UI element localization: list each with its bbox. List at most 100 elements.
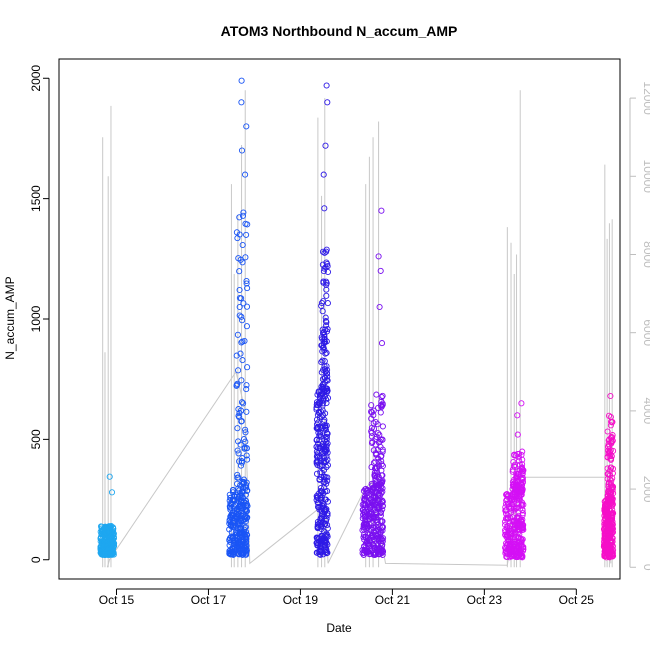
outlier-point — [377, 267, 384, 274]
data-point — [239, 357, 246, 364]
data-point — [512, 481, 519, 488]
data-point — [504, 511, 511, 519]
data-point — [243, 408, 250, 415]
data-point — [230, 538, 237, 545]
data-point — [322, 424, 329, 432]
data-point — [321, 447, 328, 454]
data-point — [320, 537, 327, 545]
data-point — [236, 410, 243, 417]
data-point — [321, 418, 328, 425]
data-point — [238, 540, 245, 548]
data-point — [519, 470, 526, 477]
data-point — [242, 429, 249, 436]
outlier-point — [323, 82, 330, 89]
data-point — [376, 528, 383, 535]
data-point — [318, 359, 325, 366]
data-point — [321, 476, 328, 483]
data-point — [244, 364, 251, 371]
data-point — [315, 542, 322, 549]
data-point — [514, 473, 521, 480]
data-point — [365, 541, 372, 548]
data-point — [323, 322, 330, 329]
data-point — [105, 527, 112, 534]
outlier-point — [514, 412, 521, 419]
data-point — [318, 425, 325, 432]
x-tick-label: Oct 21 — [375, 593, 411, 607]
data-point — [516, 457, 523, 464]
data-point — [242, 528, 250, 536]
data-point — [313, 443, 320, 450]
data-point — [316, 437, 323, 444]
data-point — [511, 498, 518, 505]
data-point — [322, 547, 329, 554]
data-point — [503, 497, 510, 504]
data-point — [324, 430, 331, 437]
data-point — [519, 536, 526, 543]
data-point — [608, 489, 615, 496]
data-point — [231, 505, 238, 512]
data-point — [514, 497, 521, 504]
data-point — [320, 344, 327, 351]
data-point — [227, 513, 234, 520]
data-point — [236, 414, 243, 421]
secondary-connector-line — [106, 370, 612, 568]
outlier-point — [378, 207, 385, 214]
data-point — [379, 401, 386, 408]
data-point — [378, 394, 385, 401]
data-point — [368, 480, 375, 487]
data-point — [505, 500, 512, 507]
data-point — [502, 531, 509, 538]
data-point — [372, 458, 379, 465]
data-point — [504, 522, 511, 530]
data-point — [605, 449, 612, 457]
left-tick-label: 0 — [29, 556, 43, 563]
data-point — [323, 292, 330, 299]
data-point — [510, 463, 518, 470]
data-point — [319, 329, 327, 337]
data-point — [606, 496, 613, 503]
data-point — [237, 489, 244, 497]
data-point — [234, 447, 241, 454]
data-point — [237, 462, 245, 469]
data-point — [516, 548, 523, 555]
data-point — [319, 504, 326, 512]
data-point — [243, 535, 250, 542]
data-point — [313, 416, 321, 423]
data-point — [242, 254, 249, 261]
data-point — [504, 493, 511, 500]
data-point — [518, 476, 525, 483]
data-point — [321, 249, 328, 256]
left-tick-label: 1500 — [29, 185, 43, 212]
data-point — [101, 523, 108, 530]
data-point — [243, 303, 251, 310]
data-point — [379, 497, 386, 504]
data-point — [320, 340, 328, 347]
data-point — [372, 450, 379, 457]
data-point — [98, 530, 105, 538]
data-point — [604, 453, 611, 460]
outlier-point — [518, 400, 525, 407]
right-tick-label: 2000 — [641, 476, 650, 503]
data-point — [238, 377, 245, 384]
data-point — [605, 479, 612, 486]
data-point — [237, 549, 244, 556]
data-point — [364, 509, 371, 516]
data-point — [368, 402, 375, 409]
data-point — [372, 551, 379, 558]
data-point — [513, 474, 520, 481]
data-point — [236, 268, 243, 275]
data-point — [101, 530, 108, 537]
data-point — [507, 527, 514, 534]
data-point — [319, 357, 326, 364]
data-point — [518, 482, 525, 489]
outlier-point — [238, 147, 246, 154]
data-point — [379, 436, 386, 443]
data-point — [606, 520, 613, 527]
data-point — [314, 523, 321, 531]
data-point — [240, 209, 247, 216]
data-point — [324, 512, 331, 519]
data-point — [374, 421, 381, 428]
data-point — [234, 480, 241, 487]
data-point — [502, 548, 509, 555]
